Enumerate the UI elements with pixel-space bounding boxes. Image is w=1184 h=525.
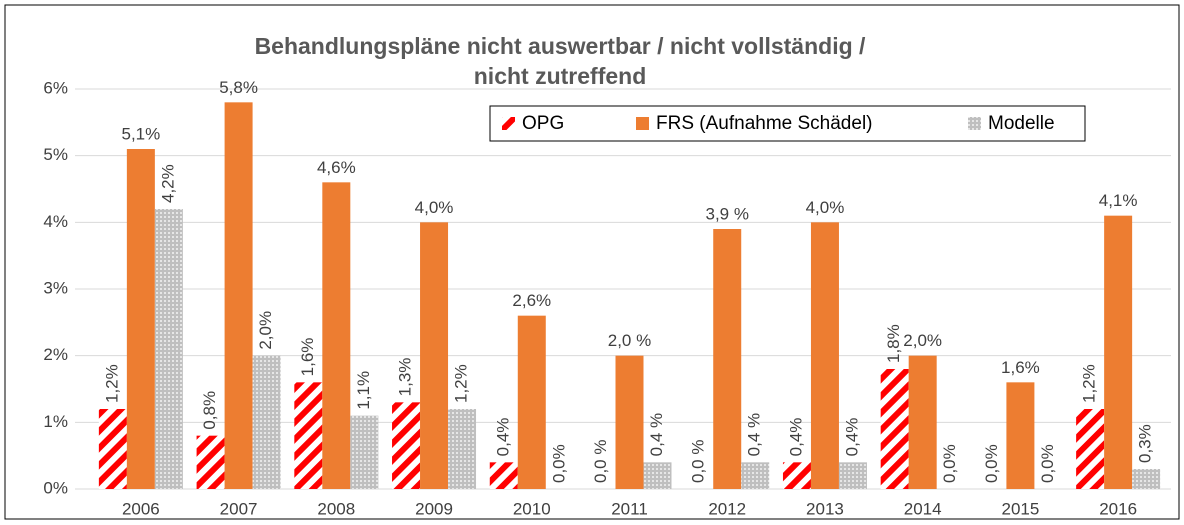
bar <box>196 435 225 489</box>
data-label: 0,3% <box>1136 424 1155 463</box>
legend-label: FRS (Aufnahme Schädel) <box>656 113 873 134</box>
data-label: 5,1% <box>121 124 160 143</box>
data-label: 0,0% <box>549 444 568 483</box>
bar <box>1104 215 1133 489</box>
x-tick-label: 2013 <box>806 499 844 518</box>
data-label: 2,0 % <box>608 331 651 350</box>
data-label: 4,1% <box>1099 191 1138 210</box>
x-tick-label: 2016 <box>1099 499 1137 518</box>
legend-swatch <box>968 117 981 130</box>
bar <box>1132 469 1161 489</box>
data-label: 1,6% <box>1001 358 1040 377</box>
data-label: 0,0% <box>982 444 1001 483</box>
data-label: 2,6% <box>512 291 551 310</box>
bar <box>1006 382 1035 489</box>
bar <box>224 102 253 489</box>
bar <box>713 229 742 489</box>
bar <box>643 462 672 489</box>
data-label: 1,1% <box>354 371 373 410</box>
y-tick-label: 3% <box>43 278 68 297</box>
data-label: 4,0% <box>806 198 845 217</box>
data-label: 0,0 % <box>689 440 708 483</box>
bar <box>350 415 379 489</box>
data-label: 0,4 % <box>647 413 666 456</box>
data-label: 1,2% <box>452 364 471 403</box>
data-label: 0,8% <box>200 391 219 430</box>
legend-swatch <box>636 117 649 130</box>
chart-title: Behandlungspläne nicht auswertbar / nich… <box>255 33 866 59</box>
bar <box>908 355 937 489</box>
data-label: 1,2% <box>1080 364 1099 403</box>
x-tick-label: 2011 <box>611 499 648 518</box>
x-tick-label: 2007 <box>220 499 258 518</box>
chart-title: nicht zutreffend <box>474 63 647 89</box>
legend-box <box>489 105 1086 142</box>
data-label: 2,0% <box>256 311 275 350</box>
bar <box>741 462 770 489</box>
y-tick-label: 1% <box>43 412 68 431</box>
x-tick-label: 2009 <box>415 499 453 518</box>
bar <box>810 222 839 490</box>
bar <box>420 222 449 490</box>
data-label: 4,2% <box>158 164 177 203</box>
bar <box>517 315 546 489</box>
x-tick-label: 2008 <box>317 499 355 518</box>
legend-label: OPG <box>522 113 564 134</box>
y-tick-label: 6% <box>43 78 68 97</box>
bar <box>154 209 183 489</box>
data-label: 4,0% <box>415 198 454 217</box>
data-label: 1,3% <box>396 358 415 397</box>
bar <box>98 409 127 489</box>
y-tick-label: 0% <box>43 478 68 497</box>
data-label: 2,0% <box>903 331 942 350</box>
data-label: 1,6% <box>298 338 317 377</box>
y-tick-label: 5% <box>43 145 68 164</box>
bar <box>126 149 155 489</box>
x-tick-label: 2006 <box>122 499 160 518</box>
bar <box>838 462 867 489</box>
bar <box>252 355 281 489</box>
data-label: 0,4% <box>786 418 805 457</box>
data-label: 4,6% <box>317 158 356 177</box>
bar <box>294 382 323 489</box>
data-label: 5,8% <box>219 78 258 97</box>
bar <box>615 355 644 489</box>
data-label: 1,8% <box>884 324 903 363</box>
legend-label: Modelle <box>988 113 1055 134</box>
bar <box>489 462 518 489</box>
x-tick-label: 2012 <box>708 499 746 518</box>
data-label: 1,2% <box>102 364 121 403</box>
data-label: 0,0 % <box>591 440 610 483</box>
legend-swatch <box>502 117 515 130</box>
data-label: 3,9 % <box>705 204 748 223</box>
bar <box>392 402 421 489</box>
bar <box>880 369 909 489</box>
data-label: 0,4% <box>493 418 512 457</box>
bar <box>782 462 811 489</box>
data-label: 0,4% <box>842 418 861 457</box>
bar <box>1076 409 1105 489</box>
data-label: 0,4 % <box>745 413 764 456</box>
x-tick-label: 2015 <box>1001 499 1039 518</box>
y-tick-label: 4% <box>43 212 68 231</box>
data-label: 0,0% <box>1038 444 1057 483</box>
bar <box>448 409 477 489</box>
data-label: 0,0% <box>940 444 959 483</box>
x-tick-label: 2010 <box>513 499 551 518</box>
bar <box>322 182 351 490</box>
chart-border <box>4 4 1180 520</box>
y-tick-label: 2% <box>43 345 68 364</box>
x-tick-label: 2014 <box>904 499 942 518</box>
